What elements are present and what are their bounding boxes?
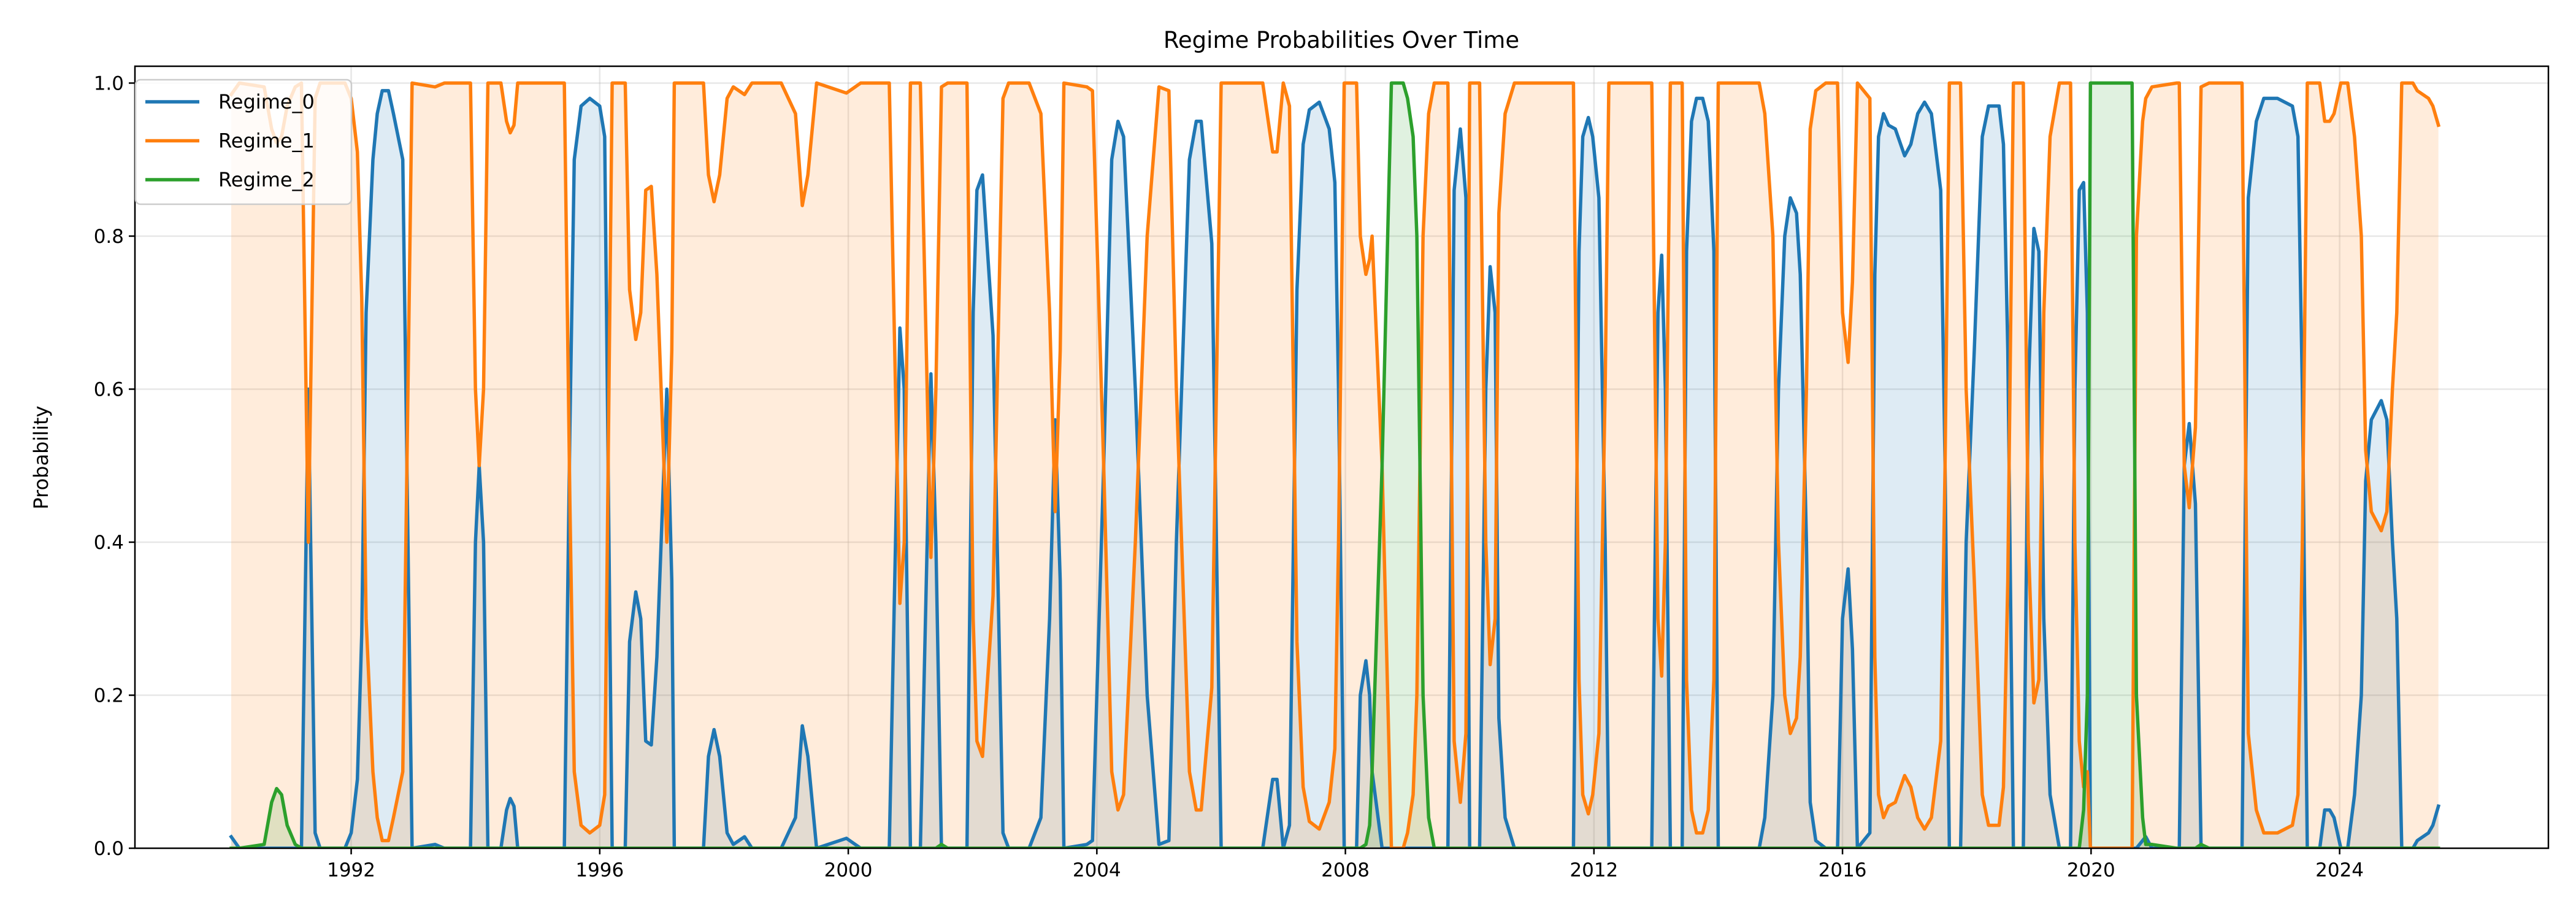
x-tick-label: 2020 bbox=[2067, 859, 2115, 881]
x-tick-label: 2012 bbox=[1570, 859, 1618, 881]
legend-label: Regime_0 bbox=[218, 90, 315, 113]
series-fills bbox=[231, 83, 2439, 848]
y-tick-label: 0.8 bbox=[94, 226, 124, 248]
x-tick-label: 2016 bbox=[1819, 859, 1867, 881]
x-tick-label: 2024 bbox=[2315, 859, 2364, 881]
x-tick-label: 1996 bbox=[575, 859, 624, 881]
y-tick-label: 0.2 bbox=[94, 684, 124, 707]
chart-title: Regime Probabilities Over Time bbox=[1163, 27, 1519, 53]
y-axis: 0.0 0.2 0.4 0.6 0.8 1.0 bbox=[94, 72, 135, 860]
y-axis-label: Probability bbox=[29, 405, 53, 509]
legend: Regime_0 Regime_1 Regime_2 bbox=[134, 79, 353, 205]
plot-frame bbox=[134, 65, 2550, 849]
series-lines bbox=[229, 81, 2441, 848]
x-axis: 1992 1996 2000 2004 2008 2012 2016 2020 2024 bbox=[327, 848, 2364, 881]
fill-regime-0 bbox=[231, 90, 2439, 848]
legend-box bbox=[134, 79, 353, 205]
x-tick-label: 1992 bbox=[327, 859, 375, 881]
x-tick-label: 2008 bbox=[1321, 859, 1370, 881]
line-regime-1 bbox=[229, 81, 2441, 848]
legend-label: Regime_2 bbox=[218, 168, 315, 191]
fill-regime-1 bbox=[231, 83, 2439, 848]
x-tick-label: 2000 bbox=[824, 859, 873, 881]
line-regime-0 bbox=[229, 89, 2441, 848]
legend-label: Regime_1 bbox=[218, 129, 315, 153]
y-tick-label: 1.0 bbox=[94, 72, 124, 94]
y-tick-label: 0.6 bbox=[94, 378, 124, 401]
x-tick-label: 2004 bbox=[1073, 859, 1121, 881]
y-tick-label: 0.4 bbox=[94, 532, 124, 554]
line-regime-2 bbox=[229, 81, 2440, 848]
y-tick-label: 0.0 bbox=[94, 838, 124, 860]
